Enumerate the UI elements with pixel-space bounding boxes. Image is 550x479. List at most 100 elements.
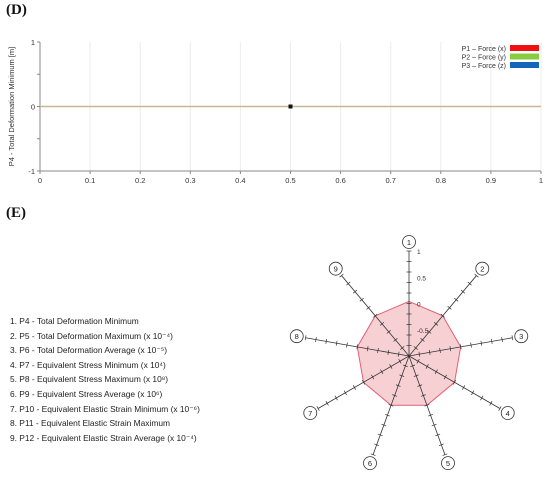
radar-tick-mark [388, 404, 394, 407]
radar-legend: 1. P4 - Total Deformation Minimum 2. P5 -… [10, 314, 200, 445]
x-tick-label: 0.8 [436, 176, 446, 185]
radar-tick-mark [339, 273, 344, 278]
x-tick-label: 0.9 [486, 176, 496, 185]
x-tick-label: 0.6 [335, 176, 345, 185]
radar-tick-mark [413, 374, 419, 377]
radar-tick-mark [387, 349, 390, 355]
radar-tick-mark [474, 273, 479, 278]
radar-tick-mark [352, 385, 356, 390]
radar-tick-mark [498, 406, 502, 411]
radar-tick-mark [427, 329, 432, 334]
radar-tick-mark [434, 369, 438, 375]
radar-axis-label: 9 [334, 265, 338, 274]
radar-tick-mark [438, 443, 444, 446]
line-chart: 10-10 0.1 0.2 0.3 0.4 0.5 0.6 0.7 0.8 0.9 1P4 - To… [7, 38, 543, 185]
radar-tick-mark [370, 453, 376, 456]
radar-tick-mark [447, 305, 452, 310]
radar-tick-mark [374, 443, 380, 446]
radar-tick-mark [397, 351, 400, 357]
radar-tick-mark [402, 364, 408, 368]
radar-tick-mark [389, 364, 393, 369]
radar-tick-mark [395, 384, 401, 387]
y-tick-label: 1 [31, 38, 35, 47]
radar-tick-mark [452, 379, 457, 385]
radar-scale-label: 1 [417, 249, 421, 256]
radar-axis-label: 8 [295, 332, 299, 341]
x-tick-label: 0.2 [135, 176, 145, 185]
radar-axis-marker [289, 329, 304, 344]
radar-tick-mark [356, 344, 359, 350]
radar-axis-marker [402, 235, 416, 249]
radar-tick-mark [334, 395, 338, 401]
radar-scale-label: 0 [417, 302, 421, 309]
radar-tick-mark [380, 369, 384, 375]
radar-tick-mark [325, 338, 328, 344]
radar-tick-mark [399, 374, 405, 377]
radar-tick-mark [413, 346, 418, 350]
radar-tick-mark [393, 338, 398, 342]
radar-tick-mark [489, 400, 493, 406]
radar-tick-mark [424, 404, 430, 407]
radar-tick-mark [377, 433, 383, 437]
radar-legend-item: 3. P6 - Total Deformation Average (x 10⁻… [10, 345, 168, 356]
radar-tick-mark [462, 385, 466, 390]
radar-tick-mark [442, 453, 448, 456]
x-tick-label: 0 [38, 176, 42, 185]
radar-axis-marker [475, 261, 490, 276]
radar-tick-mark [418, 351, 421, 357]
x-tick-label: 0.3 [185, 176, 195, 185]
radar-axis-label: 7 [308, 409, 312, 418]
radar-tick-mark [490, 338, 493, 344]
radar-axis-label: 2 [480, 265, 484, 274]
radar-axis-marker [514, 329, 529, 344]
radar-tick-mark [377, 348, 379, 354]
y-tick-label: -1 [28, 167, 35, 176]
radar-tick-mark [440, 313, 445, 318]
legend-label: P1 – Force (x) [462, 46, 506, 53]
radar-legend-item: 8. P11 - Equivalent Elastic Strain Maxim… [10, 418, 170, 429]
radar-tick-mark [325, 400, 329, 406]
radar-tick-mark [420, 338, 425, 342]
radar-tick-mark [384, 414, 390, 417]
radar-axis-marker [441, 456, 455, 471]
radar-axis-label: 5 [446, 459, 450, 468]
radar-tick-mark [400, 346, 405, 350]
radar-tick-mark [361, 379, 366, 385]
radar-tick-mark [449, 346, 452, 352]
radar-tick-mark [417, 384, 423, 387]
radar-tick-mark [433, 321, 439, 326]
radar-tick-mark [352, 289, 358, 294]
radar-axis-label: 6 [368, 459, 372, 468]
radar-tick-mark [371, 374, 375, 380]
legend-label: P2 – Force (y) [462, 55, 506, 62]
radar-tick-mark [373, 313, 378, 318]
x-tick-label: 0.4 [235, 176, 245, 185]
radar-axis-marker [363, 456, 377, 471]
radar-tick-mark [467, 281, 472, 286]
radar-tick-mark [480, 395, 484, 401]
radar-tick-mark [335, 340, 338, 346]
radar-axis-label: 3 [519, 332, 523, 341]
radar-legend-item: 1. P4 - Total Deformation Minimum [10, 316, 139, 326]
radar-tick-mark [343, 390, 347, 396]
radar-tick-mark [366, 346, 369, 352]
radar-tick-mark [428, 414, 434, 417]
y-axis-label: P4 - Total Deformation Minimum [m] [7, 47, 16, 166]
radar-legend-item: 2. P5 - Total Deformation Maximum (x 10⁻… [10, 330, 173, 341]
x-tick-label: 1 [539, 176, 543, 185]
radar-tick-mark [392, 394, 398, 397]
radar-axis-marker [328, 261, 343, 276]
radar-legend-item: 7. P10 - Equivalent Elastic Strain Minim… [10, 403, 200, 414]
data-point-marker [288, 104, 293, 109]
legend-swatch [510, 45, 539, 51]
legend-swatch [510, 62, 539, 68]
radar-axis-label: 1 [407, 238, 411, 247]
radar-tick-mark [459, 344, 462, 350]
x-tick-label: 0.5 [285, 176, 295, 185]
radar-tick-mark [381, 423, 387, 427]
panel-label-e: (E) [6, 205, 26, 221]
radar-tick-mark [315, 337, 317, 343]
radar-tick-mark [425, 364, 429, 369]
radar-tick-mark [366, 305, 371, 310]
